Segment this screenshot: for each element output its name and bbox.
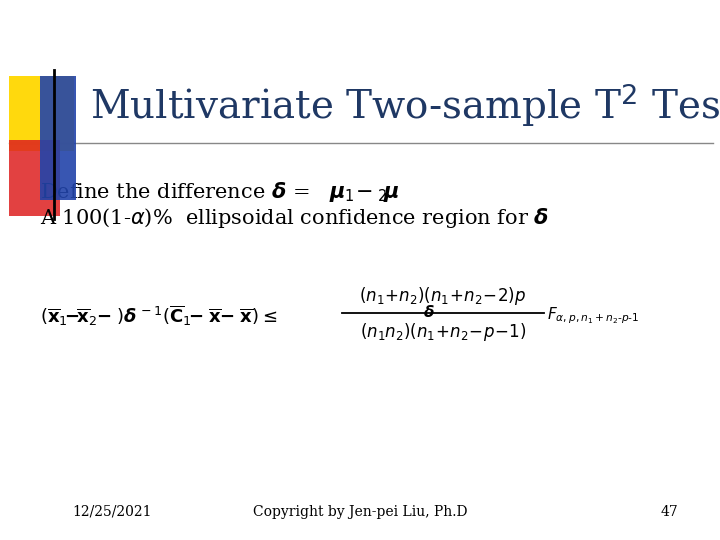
Text: $F_{\alpha,p,n_1+n_2\text{-}p\text{-}1}$: $F_{\alpha,p,n_1+n_2\text{-}p\text{-}1}$ (547, 306, 639, 326)
Text: Copyright by Jen-pei Liu, Ph.D: Copyright by Jen-pei Liu, Ph.D (253, 505, 467, 519)
Text: Define the difference $\boldsymbol{\delta}$ =   $\boldsymbol{\mu}_1\!-\!\,_2\!\b: Define the difference $\boldsymbol{\delt… (40, 180, 400, 204)
Text: 47: 47 (661, 505, 678, 519)
Text: Multivariate Two-sample T$^2$ Test: Multivariate Two-sample T$^2$ Test (90, 82, 720, 129)
Text: $(\overline{\mathbf{x}}_1\!\mathbf{-}\!\overline{\mathbf{x}}_2\mathbf{-}\;)\bold: $(\overline{\mathbf{x}}_1\!\mathbf{-}\!\… (40, 303, 276, 328)
Text: $\boldsymbol{\delta}$: $\boldsymbol{\delta}$ (423, 303, 434, 320)
Text: 12/25/2021: 12/25/2021 (72, 505, 151, 519)
Text: $(n_1 n_2)(n_1\!+\!n_2\!-\!p\!-\!1)$: $(n_1 n_2)(n_1\!+\!n_2\!-\!p\!-\!1)$ (359, 321, 526, 342)
Text: A 100(1-$\alpha$)%  ellipsoidal confidence region for $\boldsymbol{\delta}$: A 100(1-$\alpha$)% ellipsoidal confidenc… (40, 206, 549, 230)
Text: $(n_1\!+\!n_2)(n_1\!+\!n_2\!-\!2)p$: $(n_1\!+\!n_2)(n_1\!+\!n_2\!-\!2)p$ (359, 285, 526, 307)
